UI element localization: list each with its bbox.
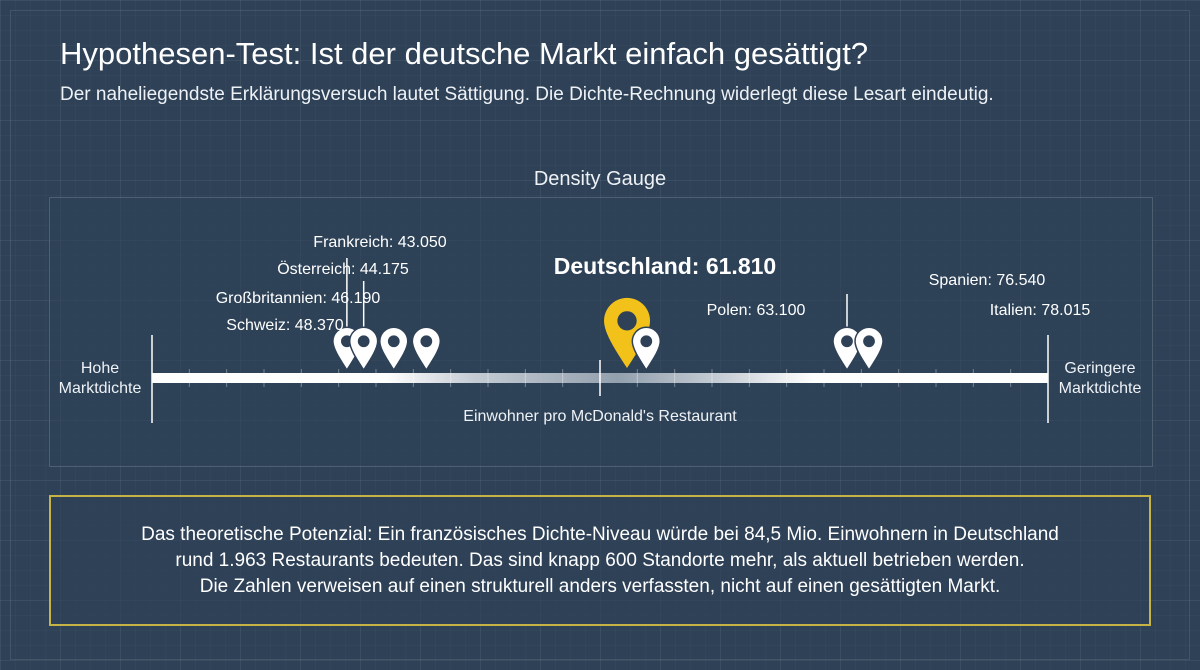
highlight-pin-marker (604, 297, 651, 368)
pin-marker-hole (863, 335, 875, 348)
gauge-panel (49, 197, 1153, 467)
data-label: Spanien: 76.540 (929, 272, 1046, 289)
pin-marker (348, 326, 379, 372)
pin-marker (411, 326, 442, 372)
page-frame (10, 10, 1190, 660)
data-label: Polen: 63.100 (707, 302, 806, 319)
data-label: Großbritannien: 46.190 (216, 290, 381, 307)
gauge-left-label: Marktdichte (59, 380, 142, 397)
info-line: Die Zahlen verweisen auf einen strukture… (199, 575, 1001, 597)
page-title: Hypothesen-Test: Ist der deutsche Markt … (60, 36, 869, 71)
pin-marker (379, 326, 409, 372)
pin-marker-hole (357, 335, 370, 348)
data-label: Schweiz: 48.370 (226, 317, 344, 334)
pin-marker-hole (617, 311, 637, 331)
pin-marker-hole (420, 335, 433, 348)
gauge-axis-label: Einwohner pro McDonald's Restaurant (463, 408, 737, 425)
gauge-heading: Density Gauge (533, 168, 667, 190)
info-line: Das theoretische Potenzial: Ein französi… (141, 523, 1059, 545)
data-label: Österreich: 44.175 (277, 260, 409, 278)
potential-info-box: Das theoretische Potenzial: Ein französi… (49, 495, 1151, 626)
pin-marker-hole (387, 335, 400, 348)
highlight-data-label: Deutschland: 61.810 (554, 253, 776, 279)
pin-marker-hole (640, 335, 653, 348)
page-subtitle: Der naheliegendste Erklärungsversuch lau… (60, 84, 994, 105)
data-label: Italien: 78.015 (990, 302, 1091, 319)
pin-marker-hole (841, 335, 853, 348)
gauge-right-label: Marktdichte (1059, 380, 1142, 397)
gauge-right-label: Geringere (1064, 360, 1135, 377)
data-label: Frankreich: 43.050 (313, 234, 447, 251)
pin-marker (631, 326, 662, 372)
gauge-left-label: Hohe (81, 360, 119, 377)
pin-marker (854, 326, 884, 372)
info-line: rund 1.963 Restaurants bedeuten. Das sin… (175, 549, 1025, 571)
